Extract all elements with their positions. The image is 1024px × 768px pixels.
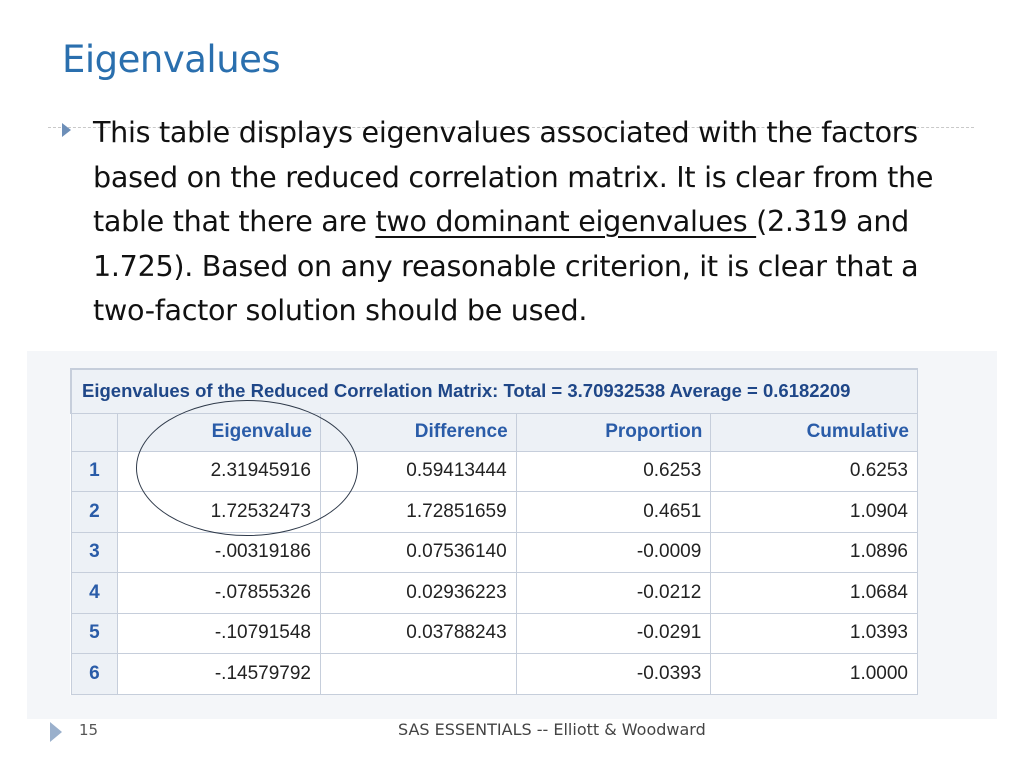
row-label: 3: [70, 531, 119, 573]
header-cumulative: Cumulative: [710, 412, 918, 452]
cell-difference: 0.02936223: [320, 572, 517, 614]
cell-proportion: 0.4651: [515, 491, 712, 533]
cell-eigenvalue: -.07855326: [117, 572, 321, 614]
footer-arrow-icon: [50, 722, 62, 742]
row-label: 1: [70, 450, 119, 492]
row-label: 6: [70, 653, 119, 695]
paragraph-underlined-text: two dominant eigenvalues: [375, 204, 757, 238]
cell-cumulative: 0.6253: [710, 450, 918, 492]
bullet-paragraph: This table displays eigenvalues associat…: [93, 110, 973, 333]
cell-proportion: -0.0291: [515, 612, 712, 654]
cell-proportion: 0.6253: [515, 450, 712, 492]
cell-cumulative: 1.0393: [710, 612, 918, 654]
cell-cumulative: 1.0684: [710, 572, 918, 614]
corner-header-cell: [70, 412, 119, 452]
page-number: 15: [79, 721, 99, 739]
cell-cumulative: 1.0904: [710, 491, 918, 533]
table-row: 5 -.10791548 0.03788243 -0.0291 1.0393: [70, 612, 918, 654]
row-label: 5: [70, 612, 119, 654]
dashed-divider: [48, 127, 974, 128]
cell-difference: 0.07536140: [320, 531, 517, 573]
paragraph-text-end: (2.319 and 1.725). Based on any reasonab…: [93, 204, 919, 327]
table-row: 4 -.07855326 0.02936223 -0.0212 1.0684: [70, 572, 918, 614]
footer-text: SAS ESSENTIALS -- Elliott & Woodward: [398, 720, 706, 739]
cell-eigenvalue: -.00319186: [117, 531, 321, 573]
cell-difference: 0.03788243: [320, 612, 517, 654]
table-row: 3 -.00319186 0.07536140 -0.0009 1.0896: [70, 531, 918, 573]
bullet-triangle-icon: [62, 123, 71, 137]
row-label: 4: [70, 572, 119, 614]
header-proportion: Proportion: [515, 412, 712, 452]
cell-proportion: -0.0009: [515, 531, 712, 573]
cell-proportion: -0.0212: [515, 572, 712, 614]
cell-cumulative: 1.0896: [710, 531, 918, 573]
header-difference: Difference: [320, 412, 517, 452]
cell-eigenvalue: -.10791548: [117, 612, 321, 654]
highlight-circle-annotation: [136, 400, 358, 536]
table-row: 6 -.14579792 -0.0393 1.0000: [70, 653, 918, 695]
row-label: 2: [70, 491, 119, 533]
cell-proportion: -0.0393: [515, 653, 712, 695]
paragraph-text-start: This table displays eigenvalues associat…: [93, 115, 934, 238]
cell-cumulative: 1.0000: [710, 653, 918, 695]
cell-eigenvalue: -.14579792: [117, 653, 321, 695]
cell-difference: 1.72851659: [320, 491, 517, 533]
cell-difference: [320, 653, 517, 695]
slide-title: Eigenvalues: [62, 38, 281, 81]
